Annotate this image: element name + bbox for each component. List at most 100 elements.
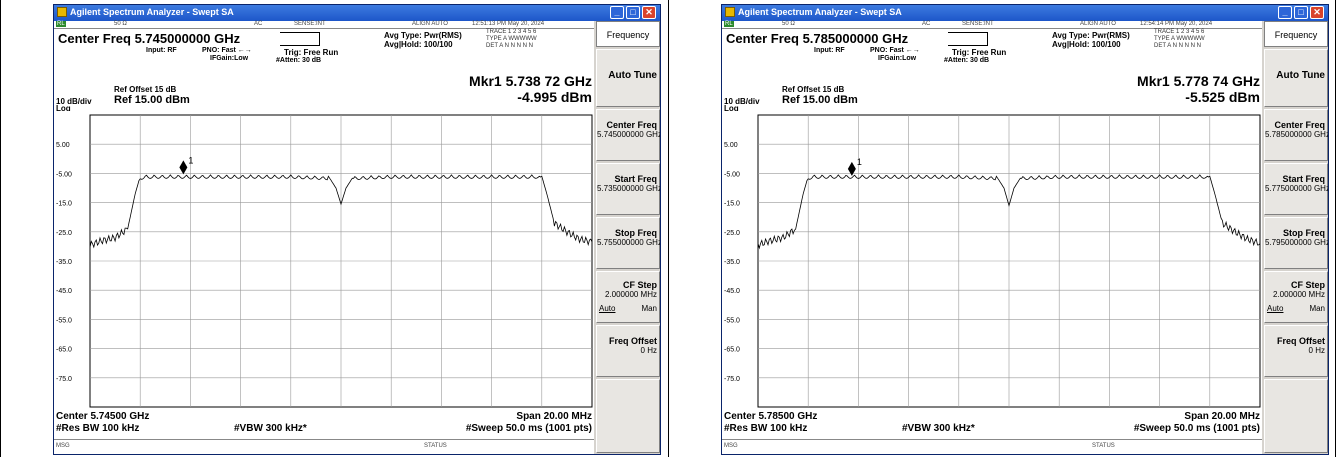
- align-status: ALIGN AUTO: [1080, 21, 1116, 27]
- center-bottom: Center 5.78500 GHz: [724, 411, 818, 422]
- cell-border: [668, 0, 669, 457]
- y-tick-label: -35.0: [724, 259, 740, 266]
- center-freq-key[interactable]: Center Freq 5.745000000 GHz: [596, 109, 660, 161]
- cf-step-man[interactable]: Man: [641, 304, 657, 313]
- impedance: 50 Ω: [114, 21, 127, 27]
- start-freq-key-label: Start Freq: [614, 174, 657, 184]
- auto-tune-key[interactable]: Auto Tune: [1264, 49, 1328, 107]
- cf-step-key[interactable]: CF Step 2.000000 MHz Auto Man: [596, 271, 660, 323]
- close-button[interactable]: ✕: [1310, 6, 1324, 19]
- sweep-label: #Sweep 50.0 ms (1001 pts): [1133, 423, 1260, 434]
- freq-offset-key[interactable]: Freq Offset 0 Hz: [1264, 325, 1328, 377]
- trace-legend: TRACE 1 2 3 4 5 6 TYPE A WWWWW DET A N N…: [1154, 29, 1262, 53]
- msg-label: MSG: [56, 443, 70, 449]
- status-label: STATUS: [424, 443, 447, 449]
- y-tick-label: -45.0: [724, 288, 740, 295]
- app-icon: [725, 7, 735, 17]
- close-button[interactable]: ✕: [642, 6, 656, 19]
- marker-frequency: Mkr1 5.778 74 GHz: [1137, 73, 1260, 89]
- datetime: 12:51:13 PM May 20, 2024: [472, 21, 545, 27]
- blank-key[interactable]: [1264, 379, 1328, 453]
- y-tick-label: -65.0: [56, 347, 72, 354]
- maximize-button[interactable]: □: [626, 6, 640, 19]
- stop-freq-key-value: 5.755000000 GHz: [597, 238, 661, 247]
- center-freq-key[interactable]: Center Freq 5.785000000 GHz: [1264, 109, 1328, 161]
- freq-offset-key-label: Freq Offset: [608, 336, 657, 346]
- trace-legend: TRACE 1 2 3 4 5 6 TYPE A WWWWW DET A N N…: [486, 29, 594, 53]
- message-bar: MSG STATUS: [54, 439, 594, 454]
- auto-tune-label: Auto Tune: [608, 70, 657, 81]
- auto-tune-key[interactable]: Auto Tune: [596, 49, 660, 107]
- center-freq-key-value: 5.785000000 GHz: [1265, 130, 1329, 139]
- center-freq-key-value: 5.745000000 GHz: [597, 130, 661, 139]
- cf-step-key-label: CF Step: [622, 280, 657, 290]
- marker-frequency: Mkr1 5.738 72 GHz: [469, 73, 592, 89]
- stop-freq-key[interactable]: Stop Freq 5.795000000 GHz: [1264, 217, 1328, 269]
- center-freq-entry-box[interactable]: [280, 32, 320, 46]
- marker-level: -5.525 dBm: [1185, 89, 1260, 105]
- y-tick-label: -15.0: [724, 201, 740, 208]
- trace-row: TRACE 1 2 3 4 5 6: [1154, 29, 1205, 35]
- bottom-info: Center 5.78500 GHz Span 20.00 MHz #Res B…: [722, 411, 1262, 439]
- trace-1-line: [757, 174, 1261, 250]
- ref-offset: Ref Offset 15 dB: [114, 85, 177, 94]
- ref-offset: Ref Offset 15 dB: [782, 85, 845, 94]
- minimize-button[interactable]: _: [1278, 6, 1292, 19]
- minimize-button[interactable]: _: [610, 6, 624, 19]
- center-freq-entry-box[interactable]: [948, 32, 988, 46]
- stop-freq-key-value: 5.795000000 GHz: [1265, 238, 1329, 247]
- trace-row: TRACE 1 2 3 4 5 6: [486, 29, 537, 35]
- marker-1-diamond[interactable]: [847, 161, 856, 176]
- y-tick-label: -55.0: [56, 317, 72, 324]
- marker-1-label: 1: [857, 157, 862, 167]
- y-tick-label: -65.0: [724, 347, 740, 354]
- cf-step-key[interactable]: CF Step 2.000000 MHz Auto Man: [1264, 271, 1328, 323]
- start-freq-key-value: 5.775000000 GHz: [1265, 184, 1329, 193]
- maximize-button[interactable]: □: [1294, 6, 1308, 19]
- menu-title: Frequency: [596, 21, 660, 47]
- span-label: Span 20.00 MHz: [1184, 411, 1260, 422]
- atten-label: #Atten: 30 dB: [944, 57, 990, 64]
- auto-tune-label: Auto Tune: [1276, 70, 1325, 81]
- y-tick-label: -55.0: [724, 317, 740, 324]
- avg-type: Avg Type: Pwr(RMS): [384, 31, 462, 40]
- y-tick-label: 5.00: [724, 142, 738, 149]
- cf-step-auto[interactable]: Auto: [599, 304, 616, 313]
- blank-key[interactable]: [596, 379, 660, 453]
- spectrum-chart: 5.00 -5.00 -15.0 -25.0 -35.0 -45.0 -55.0 -65.0 -…: [724, 114, 1261, 408]
- window-title: Agilent Spectrum Analyzer - Swept SA: [738, 7, 902, 17]
- cf-step-man[interactable]: Man: [1309, 304, 1325, 313]
- coupling: AC: [254, 21, 263, 27]
- ref-level: Ref 15.00 dBm: [114, 94, 190, 106]
- rl-indicator: RL: [724, 21, 734, 27]
- type-row: TYPE A WWWWW: [1154, 36, 1205, 42]
- vbw-label: #VBW 300 kHz*: [234, 423, 307, 434]
- y-tick-label: -25.0: [56, 230, 72, 237]
- freq-offset-key-value: 0 Hz: [640, 346, 657, 355]
- stop-freq-key-label: Stop Freq: [615, 228, 657, 238]
- stop-freq-key[interactable]: Stop Freq 5.755000000 GHz: [596, 217, 660, 269]
- align-status: ALIGN AUTO: [412, 21, 448, 27]
- trig-label: Trig: Free Run: [952, 48, 1007, 57]
- app-icon: [57, 7, 67, 17]
- freq-offset-key[interactable]: Freq Offset 0 Hz: [596, 325, 660, 377]
- avg-hold: Avg|Hold: 100/100: [384, 40, 453, 49]
- msg-label: MSG: [724, 443, 738, 449]
- softkey-menu: Frequency Auto Tune Center Freq 5.745000…: [595, 21, 660, 454]
- info-panel: Center Freq 5.745000000 GHz Input: RF PN…: [54, 29, 594, 113]
- marker-1-diamond[interactable]: [179, 160, 188, 175]
- marker-1-label: 1: [188, 155, 193, 165]
- cf-step-auto[interactable]: Auto: [1267, 304, 1284, 313]
- rl-indicator: RL: [56, 21, 66, 27]
- sense: SENSE:INT: [294, 21, 326, 27]
- message-bar: MSG STATUS: [722, 439, 1262, 454]
- type-row: TYPE A WWWWW: [486, 36, 537, 42]
- cell-border: [0, 0, 1, 457]
- analyzer-window: Agilent Spectrum Analyzer - Swept SA _ □…: [53, 4, 661, 455]
- center-freq-label: Center Freq 5.785000000 GHz: [726, 31, 909, 46]
- pno-label: PNO: Fast ←→: [870, 47, 920, 54]
- start-freq-key[interactable]: Start Freq 5.775000000 GHz: [1264, 163, 1328, 215]
- spectrum-plot: 5.00 -5.00 -15.0 -25.0 -35.0 -45.0 -55.0 -65.0 -…: [54, 111, 594, 417]
- start-freq-key[interactable]: Start Freq 5.735000000 GHz: [596, 163, 660, 215]
- center-bottom: Center 5.74500 GHz: [56, 411, 150, 422]
